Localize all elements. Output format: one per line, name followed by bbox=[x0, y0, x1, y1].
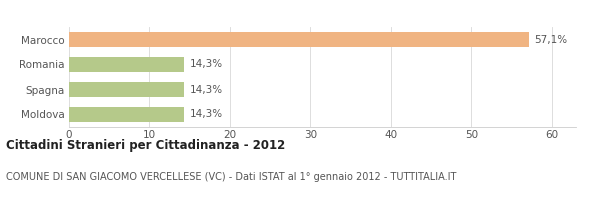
Text: 14,3%: 14,3% bbox=[190, 110, 223, 119]
Text: 14,3%: 14,3% bbox=[190, 84, 223, 95]
Bar bbox=[69, 57, 184, 72]
Text: 14,3%: 14,3% bbox=[190, 60, 223, 70]
Text: Cittadini Stranieri per Cittadinanza - 2012: Cittadini Stranieri per Cittadinanza - 2… bbox=[6, 139, 285, 152]
Bar bbox=[69, 107, 184, 122]
Bar bbox=[69, 32, 529, 47]
Bar bbox=[69, 82, 184, 97]
Text: COMUNE DI SAN GIACOMO VERCELLESE (VC) - Dati ISTAT al 1° gennaio 2012 - TUTTITAL: COMUNE DI SAN GIACOMO VERCELLESE (VC) - … bbox=[6, 172, 457, 182]
Text: 57,1%: 57,1% bbox=[534, 34, 567, 45]
